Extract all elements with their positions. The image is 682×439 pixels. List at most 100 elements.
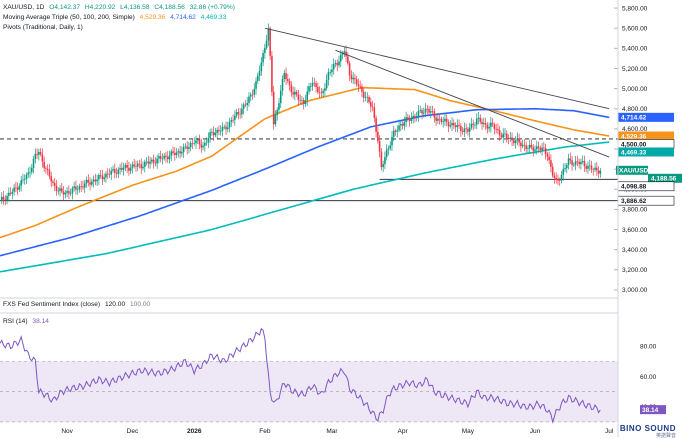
candle-body	[52, 181, 54, 184]
candle-body	[516, 138, 519, 141]
candle-body	[223, 126, 226, 128]
candle-body	[497, 129, 499, 131]
candle-body	[66, 191, 68, 193]
candle-body	[225, 126, 227, 130]
candle-body	[435, 117, 437, 121]
candle-body	[454, 125, 457, 128]
candle-body	[567, 158, 570, 165]
candle-body	[209, 132, 211, 139]
candle-body	[214, 132, 217, 136]
candle-body	[239, 113, 241, 115]
candle-body	[174, 152, 176, 155]
candle-body	[317, 86, 319, 93]
candle-body	[258, 71, 261, 76]
rsi-value-tag	[640, 405, 666, 415]
price-axis-tag	[618, 112, 674, 122]
ma-line-sma-100	[0, 107, 610, 257]
price-axis-tag-label: 4,098.88	[621, 184, 647, 191]
candle-body	[13, 187, 15, 192]
candle-body	[562, 169, 565, 175]
candle-body	[55, 185, 58, 191]
candle-body	[9, 192, 12, 194]
candle-body	[355, 79, 358, 85]
candle-body	[415, 116, 418, 118]
candle-body	[507, 138, 510, 140]
candle-body	[385, 149, 388, 158]
candle-body	[553, 175, 556, 178]
candle-body	[177, 151, 180, 153]
legend-ma50-value: 4,529.36	[139, 14, 166, 21]
candle-body	[294, 91, 296, 95]
candle-body	[25, 174, 28, 180]
sentiment-title[interactable]: FXS Fed Sentiment Index (close)	[3, 301, 101, 308]
candle-body	[550, 160, 552, 167]
candle-body	[565, 164, 568, 169]
price-tick-label: 3,600.00	[622, 227, 648, 234]
price-tick-label: 3,400.00	[622, 247, 648, 254]
price-axis-tag-label: 4,188.56	[651, 176, 677, 183]
candle-body	[334, 63, 337, 64]
candle-body	[375, 117, 377, 132]
candle-body	[244, 104, 247, 106]
candle-body	[29, 172, 31, 173]
candle-body	[588, 165, 591, 167]
candle-body	[306, 91, 309, 101]
candle-body	[361, 86, 363, 92]
candle-body	[204, 142, 206, 146]
candle-body	[186, 146, 188, 149]
candle-body	[249, 94, 252, 97]
candle-body	[520, 142, 522, 147]
candle-body	[196, 139, 199, 141]
candle-body	[253, 88, 256, 95]
candle-body	[143, 161, 146, 167]
candle-body	[530, 144, 533, 148]
candle-body	[106, 173, 109, 175]
candle-body	[341, 52, 344, 55]
sentiment-value: 120.00	[104, 301, 126, 308]
candle-body	[484, 123, 487, 125]
candle-body	[98, 175, 100, 180]
candle-body	[271, 55, 273, 92]
time-tick-label: Apr	[398, 428, 409, 435]
legend-open: O4,142.37	[49, 4, 81, 11]
candle-body	[22, 179, 24, 181]
candle-body	[16, 187, 19, 190]
legend-symbol[interactable]: XAU/USD, 1D	[3, 4, 45, 11]
price-tick-label: 3,200.00	[622, 267, 648, 274]
candle-body	[175, 152, 178, 155]
candle-body	[370, 102, 372, 107]
candle-body	[597, 170, 600, 174]
legend-high: H4,220.92	[84, 4, 116, 11]
legend-sentiment: FXS Fed Sentiment Index (close) 120.00 1…	[3, 300, 153, 309]
candle-body	[339, 54, 342, 62]
candle-body	[53, 183, 56, 186]
candle-body	[304, 100, 307, 105]
candle-body	[548, 156, 550, 161]
candle-body	[105, 173, 107, 178]
candle-body	[87, 179, 90, 183]
candle-body	[467, 128, 469, 132]
price-tick-label: 5,800.00	[622, 5, 648, 12]
candle-body	[142, 166, 144, 169]
price-axis-tag	[618, 147, 674, 157]
candle-body	[574, 161, 577, 165]
legend-pivots-title[interactable]: Pivots (Traditional, Daily, 1)	[3, 24, 83, 31]
candle-body	[382, 164, 384, 168]
candle-body	[34, 153, 37, 160]
candle-body	[267, 28, 270, 41]
candle-body	[452, 122, 455, 126]
candle-body	[202, 145, 204, 148]
candle-body	[272, 91, 275, 125]
candle-body	[82, 186, 84, 188]
candle-body	[235, 112, 238, 116]
candle-body	[445, 118, 448, 122]
legend-ma-title[interactable]: Moving Average Triple (50, 100, 200, Sim…	[3, 14, 135, 21]
candle-body	[64, 192, 67, 195]
rsi-title[interactable]: RSI (14)	[3, 318, 28, 325]
candle-body	[290, 85, 293, 93]
candle-body	[59, 188, 61, 191]
candle-body	[449, 125, 452, 127]
candle-body	[68, 191, 70, 194]
candle-body	[433, 111, 436, 118]
candle-body	[165, 155, 167, 157]
